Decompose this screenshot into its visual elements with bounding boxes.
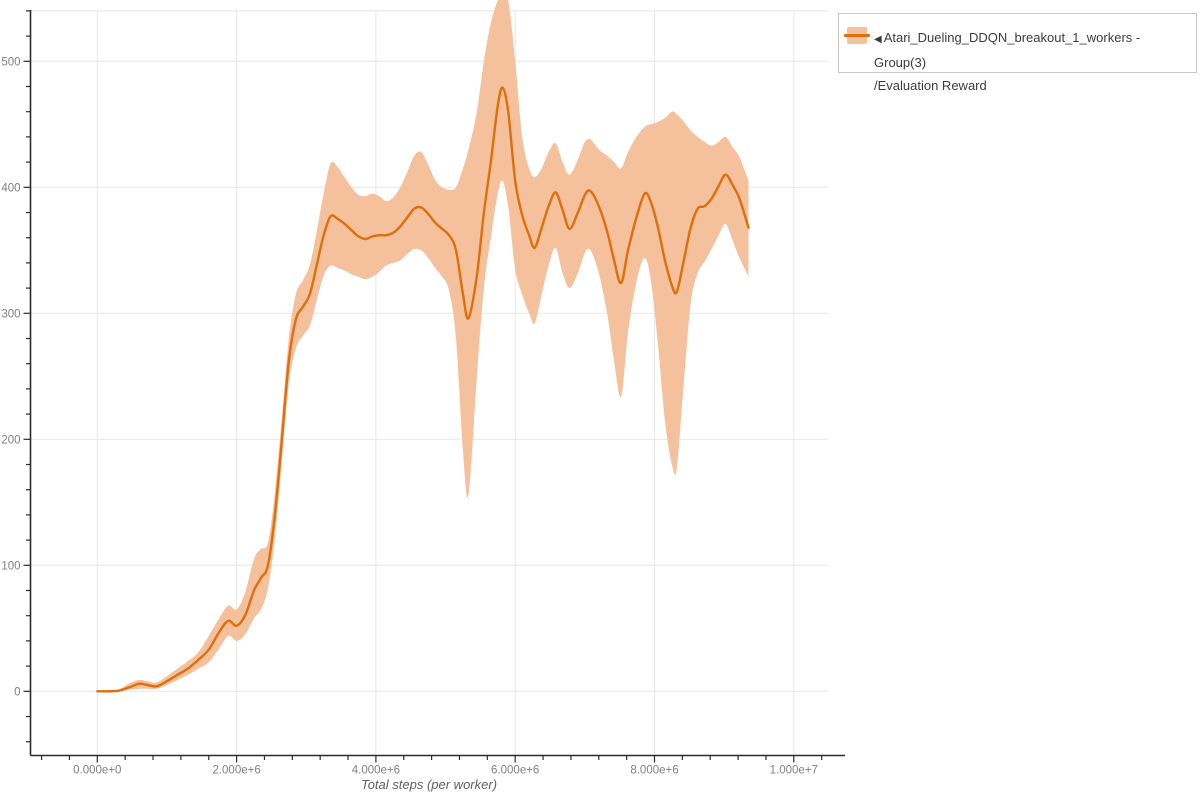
legend-collapse-icon[interactable]: ◀: [874, 34, 882, 45]
x-tick-label: 1.000e+7: [770, 765, 818, 777]
y-tick-label: 200: [1, 434, 20, 446]
y-tick-label: 500: [1, 56, 20, 68]
legend-series-swatch[interactable]: [844, 27, 870, 44]
legend-swatch-line-icon: [844, 34, 870, 37]
series-mean-line: [96, 86, 750, 693]
legend-line-1: ◀ Atari_Dueling_DDQN_breakout_1_workers -…: [874, 26, 1190, 74]
series-band: [97, 0, 749, 692]
x-tick-label: 6.000e+6: [491, 765, 539, 777]
x-axis-title: Total steps (per worker): [360, 777, 498, 792]
x-tick-label: 2.000e+6: [212, 765, 260, 777]
series-evaluation-reward: [96, 0, 750, 693]
axes: [29, 10, 845, 757]
y-axis-ticks: 0 100 200 300 400 500: [1, 10, 31, 743]
legend: ◀ Atari_Dueling_DDQN_breakout_1_workers -…: [838, 13, 1197, 93]
x-tick-label: 4.000e+6: [352, 765, 400, 777]
x-tick-label: 8.000e+6: [630, 765, 678, 777]
legend-text: ◀ Atari_Dueling_DDQN_breakout_1_workers -…: [874, 26, 1190, 97]
x-tick-label: 0.000e+0: [73, 765, 121, 777]
legend-metric-label: /Evaluation Reward: [874, 78, 987, 93]
x-axis-ticks: 0.000e+0 2.000e+6 4.000e+6 6.000e+6 8.000e+6…: [40, 755, 823, 777]
y-tick-label: 400: [1, 182, 20, 194]
legend-series-label[interactable]: Atari_Dueling_DDQN_breakout_1_workers - …: [874, 30, 1141, 70]
y-tick-label: 100: [1, 560, 20, 572]
y-tick-label: 300: [1, 308, 20, 320]
gridlines: [30, 10, 828, 756]
y-tick-label: 0: [14, 686, 20, 698]
